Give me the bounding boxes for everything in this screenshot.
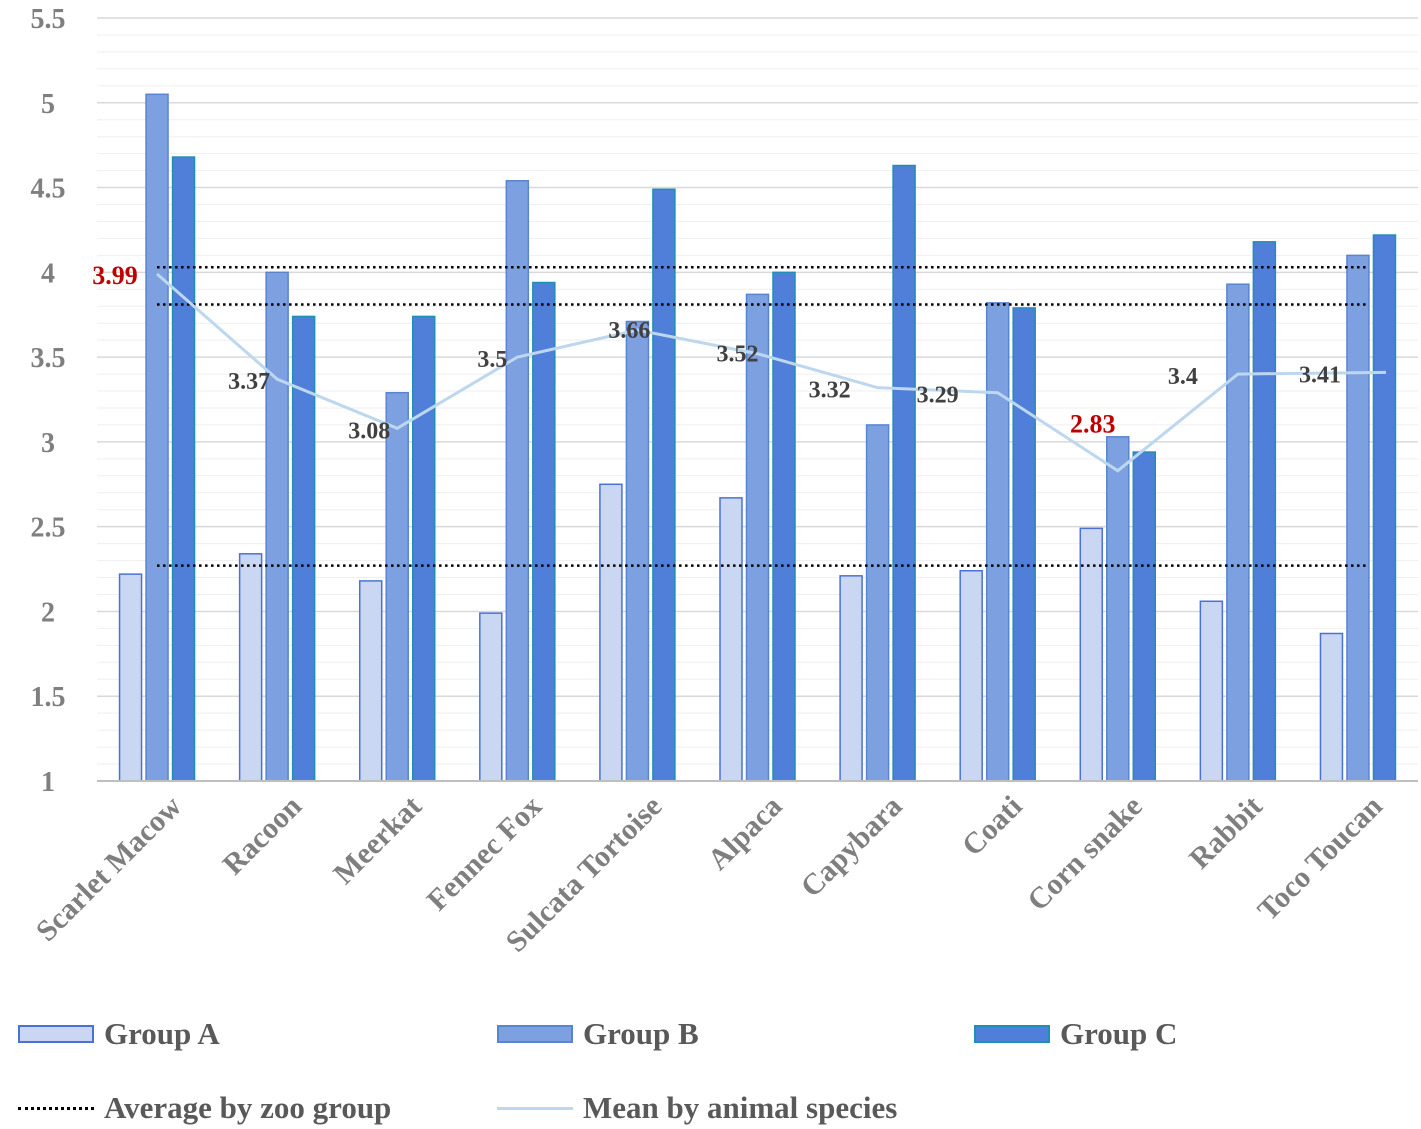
- legend-label-group-b: Group B: [583, 1016, 699, 1051]
- mean-label-sulcata-tortoise: 3.66: [608, 318, 650, 344]
- bar-group-b-racoon: [265, 271, 289, 782]
- y-tick-label: 3.5: [31, 343, 66, 374]
- bar-group-a-capybara: [839, 575, 863, 782]
- mean-label-alpaca: 3.52: [717, 342, 759, 368]
- category-label-coati: Coati: [956, 790, 1029, 863]
- bar-group-b-fennec-fox: [505, 180, 530, 782]
- category-label-scarlet-macow: Scarlet Macow: [30, 789, 188, 947]
- mean-data-labels: 3.99 3.37 3.08 3.5 3.66 3.52 3.32 3.29 2.83 3.4 3.…: [92, 261, 1341, 444]
- category-label-rabbit: Rabbit: [1183, 790, 1269, 876]
- bar-group-c-fennec-fox: [532, 281, 556, 782]
- bar-group-a-coati: [959, 570, 983, 782]
- average-by-zoo-group-lines: [157, 265, 1368, 567]
- legend-label-average: Average by zoo group: [104, 1090, 392, 1125]
- bar-group-a-sulcata-tortoise: [599, 483, 623, 782]
- mean-by-animal-species-line: [156, 272, 1386, 473]
- y-tick-label: 4.5: [31, 174, 66, 205]
- bar-group-c-corn-snake: [1132, 451, 1157, 782]
- category-label-alpaca: Alpaca: [701, 790, 788, 877]
- group-a-swatch: [18, 1025, 94, 1043]
- category-label-toco-toucan: Toco Toucan: [1251, 789, 1389, 927]
- category-label-meerkat: Meerkat: [327, 790, 428, 891]
- y-tick-label: 2.5: [31, 513, 66, 544]
- bar-group-b-toco-toucan: [1346, 254, 1370, 782]
- bar-group-b-capybara: [865, 424, 890, 782]
- bar-group-c-alpaca: [772, 271, 796, 782]
- y-tick-label: 5: [41, 89, 55, 120]
- mean-label-capybara: 3.32: [809, 378, 851, 404]
- legend-label-mean: Mean by animal species: [583, 1090, 898, 1125]
- bar-group-c-coati: [1012, 307, 1036, 782]
- legend-item-group-b[interactable]: Group B: [497, 1016, 699, 1052]
- bar-group-a-alpaca: [719, 497, 743, 782]
- y-tick-label: 1.5: [31, 682, 66, 713]
- bar-group-b-coati: [985, 302, 1010, 782]
- mean-label-scarlet-macow: 3.99: [92, 261, 138, 290]
- bar-series: [118, 93, 1397, 782]
- category-label-racoon: Racoon: [216, 789, 308, 881]
- category-label-fennec-fox: Fennec Fox: [421, 790, 549, 918]
- bar-group-a-scarlet-macow: [118, 573, 143, 782]
- mean-label-corn-snake: 2.83: [1070, 410, 1116, 439]
- group-b-swatch: [497, 1025, 573, 1043]
- y-axis-tick-labels: 1 1.5 2 2.5 3 3.5 4 4.5 5 5.5: [31, 4, 66, 798]
- legend-item-group-c[interactable]: Group C: [974, 1016, 1177, 1052]
- bar-group-a-meerkat: [358, 580, 383, 782]
- bar-group-b-sulcata-tortoise: [625, 320, 650, 782]
- mean-label-meerkat: 3.08: [348, 418, 390, 444]
- group-c-swatch: [974, 1025, 1050, 1043]
- mean-line-swatch: [497, 1106, 573, 1110]
- bar-group-c-scarlet-macow: [171, 156, 196, 782]
- y-tick-label: 2: [41, 597, 55, 628]
- category-label-capybara: Capybara: [794, 790, 908, 904]
- y-tick-label: 4: [41, 258, 55, 289]
- bar-group-a-toco-toucan: [1319, 632, 1344, 782]
- bar-group-b-meerkat: [385, 391, 409, 782]
- mean-label-rabbit: 3.4: [1168, 364, 1198, 390]
- bar-group-a-corn-snake: [1079, 527, 1104, 782]
- bar-group-b-corn-snake: [1106, 436, 1130, 782]
- mean-line-path: [156, 272, 1386, 473]
- bar-group-c-sulcata-tortoise: [652, 188, 676, 782]
- bar-group-c-meerkat: [411, 315, 436, 782]
- bar-group-c-rabbit: [1252, 241, 1277, 782]
- mean-label-racoon: 3.37: [228, 369, 270, 395]
- y-tick-label: 5.5: [31, 4, 66, 35]
- bar-group-b-rabbit: [1226, 283, 1250, 782]
- legend-item-group-a[interactable]: Group A: [18, 1016, 220, 1052]
- y-tick-label: 1: [41, 767, 55, 798]
- mean-label-coati: 3.29: [917, 383, 959, 409]
- y-tick-label: 3: [41, 428, 55, 459]
- legend-label-group-a: Group A: [104, 1016, 220, 1051]
- bar-group-a-racoon: [238, 553, 263, 782]
- average-dotted-swatch: [18, 1106, 94, 1110]
- bar-group-c-capybara: [892, 164, 916, 782]
- legend-label-group-c: Group C: [1060, 1016, 1178, 1051]
- mean-label-toco-toucan: 3.41: [1299, 362, 1341, 388]
- legend-item-average[interactable]: Average by zoo group: [18, 1090, 391, 1126]
- category-label-corn-snake: Corn snake: [1021, 790, 1149, 918]
- bar-group-a-rabbit: [1199, 600, 1224, 782]
- bar-group-b-scarlet-macow: [145, 93, 169, 782]
- legend-item-mean[interactable]: Mean by animal species: [497, 1090, 897, 1126]
- mean-label-fennec-fox: 3.5: [477, 347, 507, 373]
- bar-group-c-toco-toucan: [1372, 234, 1397, 782]
- bar-group-a-fennec-fox: [479, 612, 503, 782]
